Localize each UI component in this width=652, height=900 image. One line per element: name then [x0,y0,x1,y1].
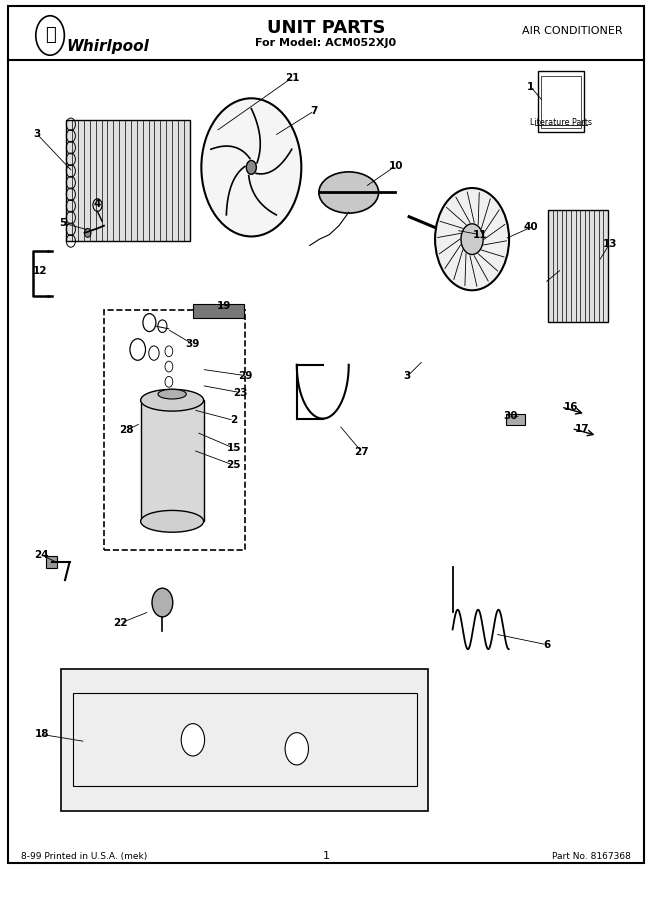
Text: 40: 40 [523,222,538,232]
Bar [548,210,608,322]
Text: 29: 29 [238,371,252,381]
Text: For Model: ACM052XJ0: For Model: ACM052XJ0 [256,38,396,48]
Text: 6: 6 [543,640,550,650]
Circle shape [461,224,483,255]
Circle shape [246,160,256,175]
Text: 25: 25 [226,460,241,471]
Circle shape [152,589,173,616]
Text: 5: 5 [59,218,67,228]
Text: UNIT PARTS: UNIT PARTS [267,19,385,37]
Bar [541,76,581,128]
Text: 18: 18 [35,729,49,740]
Text: 2: 2 [230,416,237,426]
Text: 21: 21 [285,73,299,83]
Bar [46,556,57,569]
Text: 23: 23 [233,388,248,398]
Text: 12: 12 [33,266,48,275]
Text: 10: 10 [389,160,404,171]
Text: 1: 1 [323,851,329,861]
Text: Part No. 8167368: Part No. 8167368 [552,852,631,861]
Bar [61,669,428,811]
Circle shape [201,98,301,237]
Text: 3: 3 [404,372,411,382]
Text: 11: 11 [473,230,488,239]
Bar [538,71,584,132]
Bar [141,400,203,521]
Circle shape [85,229,91,238]
Bar [193,304,244,318]
Text: Literature Parts: Literature Parts [530,118,592,127]
Text: 27: 27 [355,446,369,457]
Text: 30: 30 [504,411,518,421]
Bar [507,414,525,425]
Text: 3: 3 [33,130,40,140]
Circle shape [435,188,509,291]
Text: 15: 15 [226,443,241,454]
Text: 17: 17 [575,425,590,435]
Bar [73,693,417,787]
Text: 28: 28 [119,426,134,436]
Ellipse shape [158,390,186,399]
Text: 19: 19 [217,302,231,311]
Ellipse shape [319,172,379,213]
Text: Ⓠ: Ⓠ [45,26,55,44]
Text: Whirlpool: Whirlpool [67,39,149,54]
Text: 39: 39 [186,339,200,349]
Circle shape [181,724,205,756]
Text: 22: 22 [113,618,127,628]
Ellipse shape [141,390,203,411]
Text: AIR CONDITIONER: AIR CONDITIONER [522,26,623,36]
Ellipse shape [141,510,203,532]
Text: 13: 13 [602,238,617,248]
Text: 8-99 Printed in U.S.A. (mek): 8-99 Printed in U.S.A. (mek) [21,852,147,861]
Text: 4: 4 [94,199,101,209]
Text: 7: 7 [310,106,318,116]
Bar [67,121,190,241]
Circle shape [285,733,308,765]
Text: 16: 16 [564,402,579,412]
Bar [104,310,246,551]
Text: 24: 24 [35,550,49,560]
Text: 1: 1 [527,82,534,92]
